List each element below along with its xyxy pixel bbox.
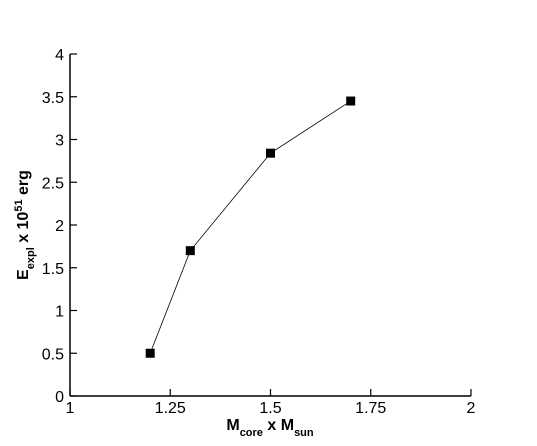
y-tick-label: 1.5 [42,261,64,278]
y-tick-label: 3.5 [42,90,64,107]
label-part: 51 [13,199,25,211]
x-axis-label: Mcore x Msun [226,417,314,439]
y-tick-label: 0 [55,389,64,406]
label-part: sun [294,427,314,439]
marker [145,348,155,358]
y-axis-label: Eexpl x 1051 erg [13,170,37,280]
label-part: E [15,269,32,280]
y-tick-label: 2 [55,218,64,235]
y-tick-label: 4 [55,47,64,64]
label-part: x M [263,417,294,434]
y-tick-label: 3 [55,133,64,150]
marker [346,96,356,106]
series-line [149,100,351,354]
x-tick-label: 2 [467,400,476,417]
marker [185,246,195,256]
x-tick-label: 1.5 [259,400,281,417]
x-tick-label: 1.25 [155,400,186,417]
y-tick-label: 1 [55,304,64,321]
y-tick-label: 2.5 [42,175,64,192]
label-part: x 10 [15,212,32,248]
label-part: expl [25,247,37,269]
x-tick-label: 1.75 [355,400,386,417]
marker [266,148,275,158]
y-tick-label: 0.5 [42,346,64,363]
x-tick-label: 1 [66,400,75,417]
label-part: M [226,417,239,434]
label-part: core [240,427,263,439]
label-part: erg [15,170,32,199]
